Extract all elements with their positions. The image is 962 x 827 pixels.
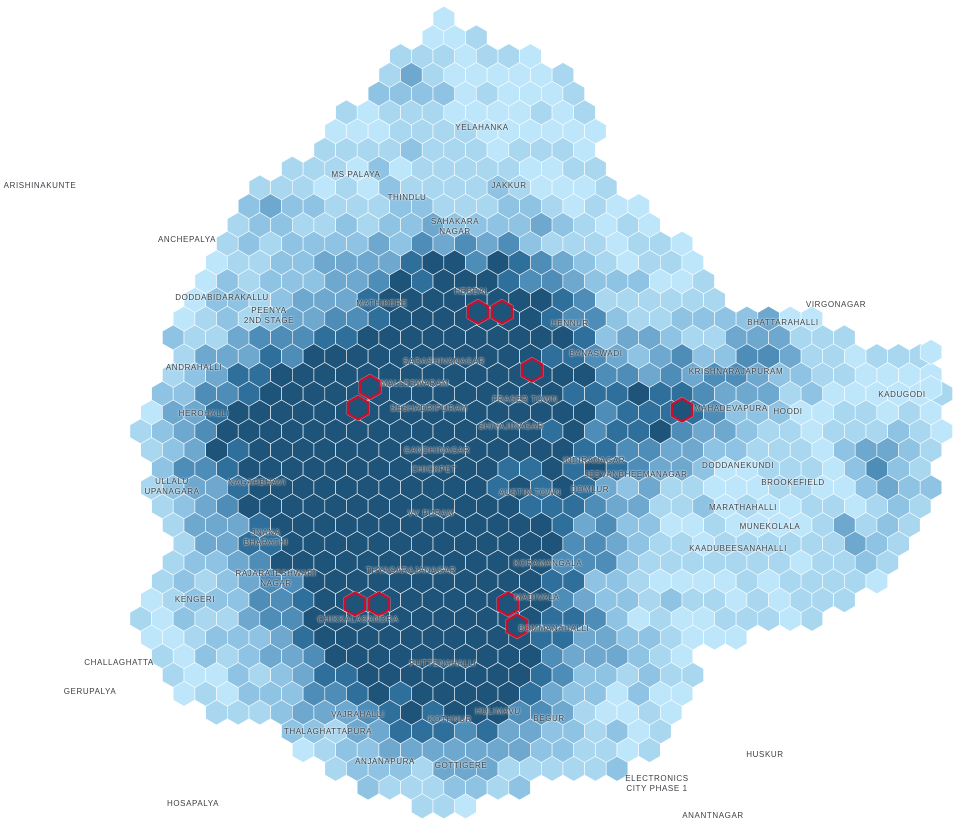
hex-cell[interactable] [638, 737, 661, 763]
hex-cell[interactable] [724, 624, 748, 651]
hex-cell[interactable] [919, 375, 943, 401]
selected-hex-outline [343, 591, 367, 617]
hex-cell[interactable] [508, 774, 531, 801]
selected-hex-outline [367, 591, 391, 617]
hex-cell[interactable] [454, 793, 477, 820]
hex-cell[interactable] [865, 568, 889, 595]
selected-hexes [343, 298, 694, 640]
hex-cell[interactable] [919, 339, 943, 365]
selected-hex-outline [346, 395, 370, 421]
selected-hex-outline [466, 299, 490, 325]
selected-hex-outline [520, 357, 544, 383]
hex-cell[interactable] [800, 605, 824, 632]
selected-hex-outline [496, 591, 520, 617]
hex-cell[interactable] [833, 587, 856, 613]
hex-cells [129, 5, 953, 820]
selected-hex-outline [670, 397, 694, 423]
selected-hex-outline [358, 374, 382, 400]
selected-hex-outline [505, 613, 529, 639]
selected-hex-outline [490, 299, 514, 325]
hex-cell[interactable] [605, 755, 629, 782]
